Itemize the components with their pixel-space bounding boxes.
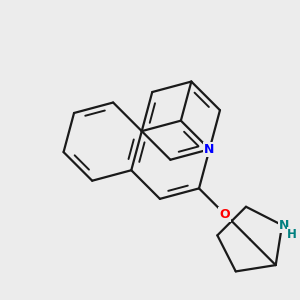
- Text: N: N: [279, 219, 289, 232]
- Text: O: O: [220, 208, 230, 220]
- Text: N: N: [204, 143, 215, 156]
- Text: H: H: [287, 228, 297, 241]
